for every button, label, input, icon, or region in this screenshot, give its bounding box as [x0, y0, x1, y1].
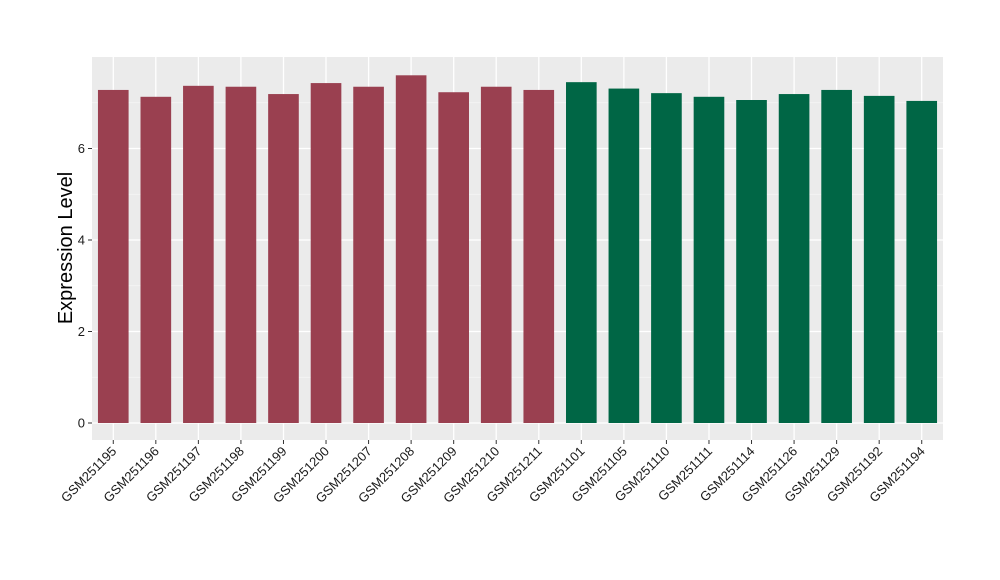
y-axis: 0 2 4 6 [78, 141, 92, 431]
bar-gsm251207 [353, 86, 384, 424]
bar-gsm251199 [268, 94, 299, 424]
bar-gsm251110 [651, 93, 682, 423]
bar-gsm251101 [566, 82, 597, 423]
bar-gsm251194 [906, 100, 938, 424]
y-axis-title: Expression Level [55, 172, 77, 324]
bar-gsm251208 [395, 75, 427, 424]
bar-gsm251198 [225, 86, 257, 424]
bar-gsm251209 [438, 92, 469, 423]
x-axis: GSM251195GSM251196GSM251197GSM251198GSM2… [58, 440, 928, 506]
bar-gsm251195 [97, 89, 129, 423]
bars [97, 75, 938, 424]
bar-gsm251105 [608, 88, 640, 423]
bar-gsm251126 [778, 94, 810, 424]
bar-gsm251210 [480, 86, 512, 424]
plot-panel [92, 57, 943, 440]
bar-gsm251197 [183, 85, 214, 423]
bar-gsm251192 [863, 95, 895, 423]
bar-gsm251111 [693, 96, 725, 424]
y-tick-label: 0 [78, 416, 85, 431]
bar-gsm251114 [736, 100, 767, 423]
bar-gsm251196 [140, 96, 172, 424]
y-tick-label: 2 [78, 324, 85, 339]
bar-gsm251129 [821, 89, 852, 423]
bar-gsm251211 [523, 89, 555, 423]
y-tick-label: 6 [78, 141, 85, 156]
bar-gsm251200 [310, 83, 342, 423]
y-tick-label: 4 [78, 233, 85, 248]
